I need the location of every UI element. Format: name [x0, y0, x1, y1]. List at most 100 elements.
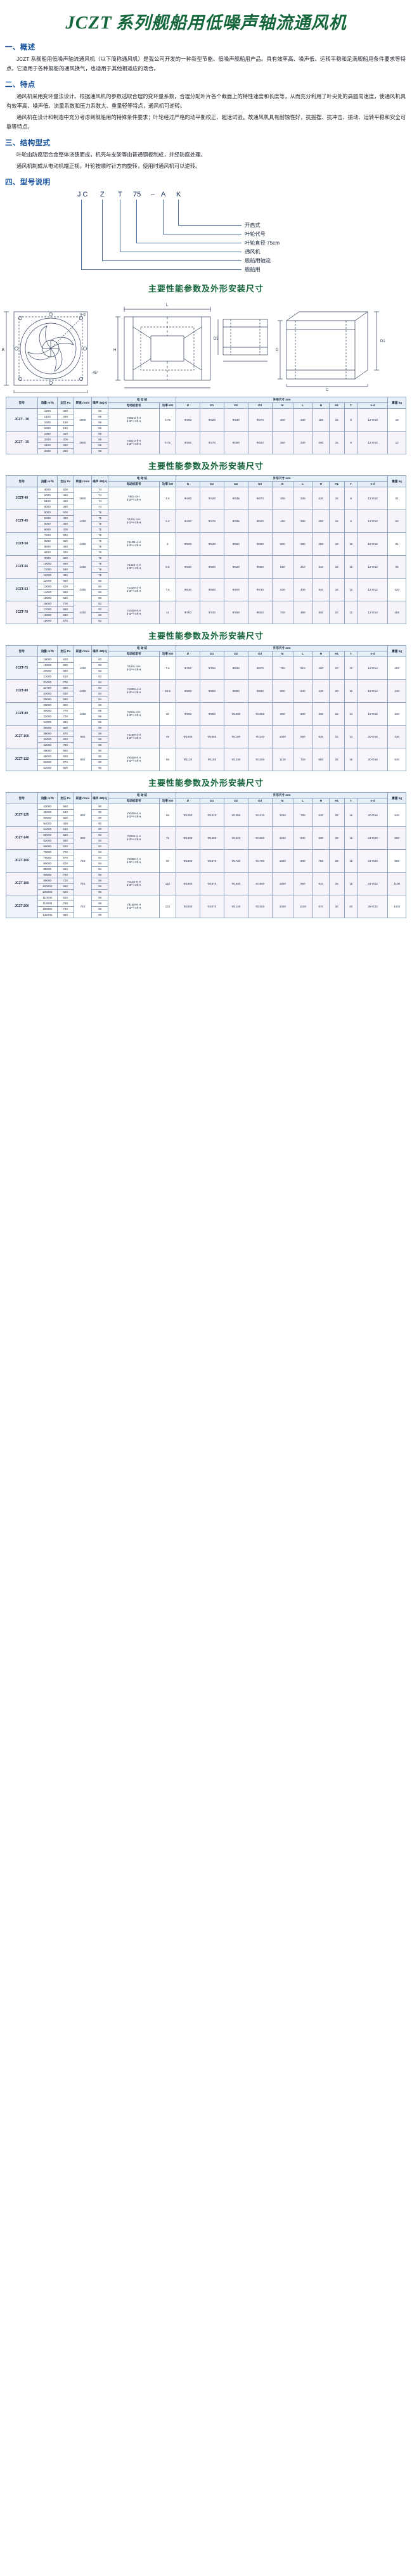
cell-noise: 76 [91, 532, 109, 539]
cell-dim-D1: Φ1180 [199, 748, 224, 771]
cell-dim-D: Φ2000 [175, 895, 200, 918]
cell-dim-n-d: 24-Φ22 [357, 872, 389, 895]
drawing-svg: B A L H n-d C D D1 D2 45° [2, 304, 385, 393]
cell-dim-n-d: 20-Φ18 [357, 804, 389, 827]
cell-dim-n-d: 16-Φ16 [357, 702, 389, 726]
th-noise: 噪声 dB(A) [91, 397, 109, 409]
cell-pressure: 680 [56, 883, 74, 890]
cell-noise: 88 [91, 725, 109, 731]
cell-dim-T: 20 [344, 895, 358, 918]
cell-pressure: 740 [56, 906, 74, 913]
cell-dim-T: 10 [344, 578, 358, 601]
cell-noise: 96 [91, 878, 109, 884]
cell-dim-L: 350 [292, 509, 313, 533]
cell-power: 0.75 [158, 431, 176, 454]
cell-dim-L: 330 [292, 487, 313, 510]
cell-dim-D3: Φ1280 [247, 748, 273, 771]
th-motor-model: 电动机型号 [108, 798, 160, 804]
cell-pressure: 660 [56, 719, 74, 726]
cell-dim-D2: Φ620 [223, 555, 248, 579]
cell-dim-D: Φ700 [175, 601, 200, 624]
cell-power: 55 [158, 748, 176, 771]
cell-dim-B: 1000 [271, 725, 293, 748]
cell-speed: 1450 [73, 702, 93, 726]
cell-noise: 76 [91, 544, 109, 550]
th-speed: 转速 r/min [73, 475, 93, 487]
cell-dim-D3: Φ370 [247, 408, 273, 432]
cell-motor-model: Y90L-4-H d-2P-Ⅰ-2Ⅱ-H [108, 487, 160, 510]
cell-pressure: 760 [56, 872, 74, 878]
cell-dim-D1: Φ950 [199, 702, 224, 726]
th-H1: H1 [328, 402, 345, 409]
cell-pressure: 620 [56, 889, 74, 895]
cell-noise: 90 [91, 753, 109, 760]
cell-weight: 1400 [387, 895, 406, 918]
cell-flow: 18000 [37, 612, 58, 618]
cell-pressure: 450 [56, 521, 74, 527]
table-row: JCZT-45 5000 500 1450 75 Y100L-4-H d-2P-Ⅰ-2Ⅱ-H… [6, 509, 406, 533]
cell-pressure: 540 [56, 567, 74, 573]
page-title-latin: JCZT [65, 13, 112, 33]
cell-dim-D3: Φ1790 [247, 849, 273, 873]
cell-speed: 2800 [73, 487, 93, 510]
overview-paragraph-1: JCZT 系舰船用低噪声轴流通风机（以下简称通风机）是我公司开发的一种新型节能、… [6, 56, 406, 72]
cell-pressure: 480 [56, 515, 74, 522]
cell-dim-B: 700 [271, 601, 293, 624]
cell-noise: 74 [91, 487, 109, 493]
cell-flow: 42000 [37, 804, 58, 810]
cell-flow: 15000 [37, 595, 58, 601]
cell-dim-B: 750 [271, 657, 293, 680]
cell-dim-D3: Φ930 [247, 679, 273, 703]
cell-pressure: 460 [56, 821, 74, 827]
th-power: 功率 kW [158, 481, 176, 487]
cell-flow: 19000 [37, 662, 58, 669]
cell-dim-B: 1600 [271, 849, 293, 873]
page-title-chinese: 系列舰船用低噪声轴流通风机 [115, 13, 347, 32]
cell-flow: 48000 [37, 753, 58, 760]
cell-flow: 24000 [37, 691, 58, 697]
cell-dim-n-d: 24-Φ20 [357, 849, 389, 873]
cell-dim-B: 500 [271, 532, 293, 556]
table-row: JCZT-100 36000 900 980 88 Y225M-4-H d-2P-Ⅰ-2Ⅱ-… [6, 725, 406, 748]
th-motor-model: 电动机型号 [108, 402, 160, 409]
cell-dim-n-d: 12-Φ10 [357, 487, 389, 510]
th-D3: D3 [247, 651, 273, 657]
cell-pressure: 700 [56, 601, 74, 607]
cell-model: JCZT - 35 [6, 431, 38, 454]
th-motor-model: 电动机型号 [108, 481, 160, 487]
cell-dim-H1: 25 [328, 826, 345, 850]
cell-flow: 125000 [37, 906, 58, 913]
cell-flow: 32000 [37, 714, 58, 720]
cell-dim-H: 810 [312, 872, 330, 895]
svg-text:L: L [166, 304, 169, 307]
cell-pressure: 600 [56, 555, 74, 561]
cell-dim-H1: 28 [328, 872, 345, 895]
leader-line-k [178, 200, 179, 225]
cell-motor-model: Y112M-4-H d-2P-Ⅰ-2Ⅱ-H [108, 532, 160, 556]
cell-dim-D: Φ1000 [175, 725, 200, 748]
cell-dim-D1: Φ850 [199, 679, 224, 703]
cell-noise: 74 [91, 504, 109, 510]
th-model: 型号 [6, 475, 38, 487]
cell-flow: 5000 [37, 492, 58, 499]
cell-noise: 90 [91, 748, 109, 754]
cell-dim-T: 16 [344, 826, 358, 850]
spec-table-1: 型号 流量 m³/h 全压 Pa 转速 r/min 噪声 dB(A) 电 动 机… [6, 397, 406, 454]
th-B: B [271, 481, 293, 487]
cell-weight: 51 [387, 487, 406, 510]
cell-dim-n-d: 12-Φ12 [357, 578, 389, 601]
band-heading-3: 主要性能参数及外形安装尺寸 [148, 631, 264, 641]
cell-flow: 5400 [37, 498, 58, 504]
cell-speed: 740 [73, 872, 93, 895]
cell-noise: 66 [91, 425, 109, 432]
cell-flow: 1800 [37, 425, 58, 432]
cell-power: 55 [158, 804, 176, 827]
table-row: JCZT-180 90000 760 740 96 Y315S-6-H d-2P-Ⅰ-2Ⅱ-… [6, 872, 406, 895]
cell-flow: 1200 [37, 408, 58, 414]
cell-flow: 7200 [37, 532, 58, 539]
th-power: 功率 kW [158, 651, 176, 657]
th-weight: 重量 kg [387, 792, 406, 804]
cell-pressure: 900 [56, 725, 74, 731]
th-pressure: 全压 Pa [56, 645, 74, 657]
cell-dim-D: Φ350 [175, 431, 200, 454]
